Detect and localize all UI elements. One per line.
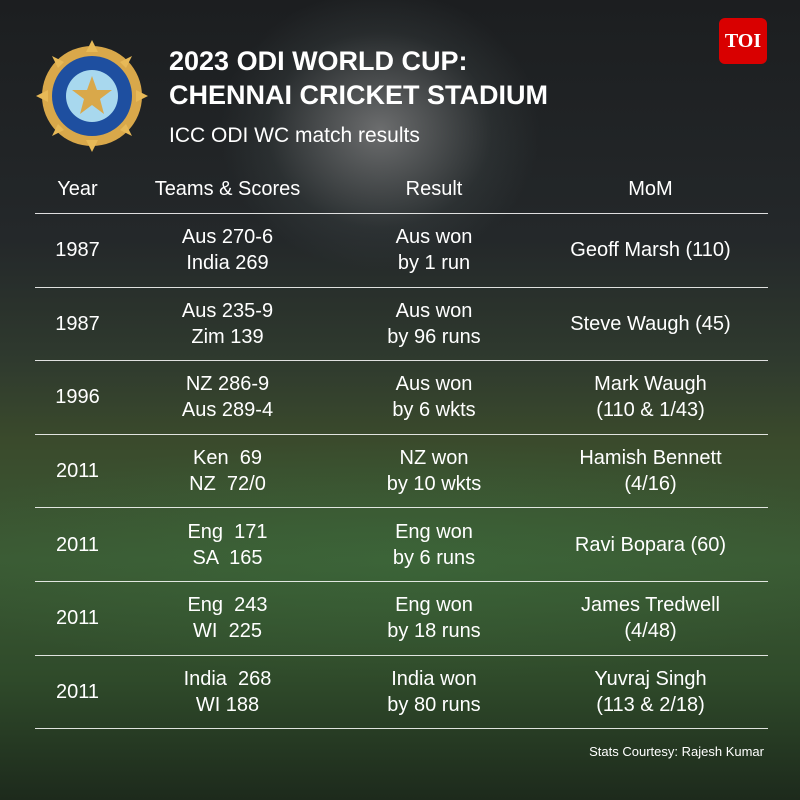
- header-year: Year: [57, 178, 98, 200]
- teams-cell-line: Ken 69: [193, 447, 262, 470]
- teams-cell-line: India 269: [186, 252, 269, 275]
- table-header: Year Teams & Scores Result MoM: [35, 176, 768, 214]
- result-cell: Aus won by 96 runs: [335, 298, 533, 350]
- teams-cell-line: NZ 286-9: [185, 373, 270, 396]
- teams-cell-line: WI 188: [195, 693, 260, 716]
- table-row: 1987 Aus 235-9 Zim 139 Aus won by 96 runs Ste…: [35, 288, 768, 362]
- mom-cell-line: Yuvraj Singh: [594, 667, 707, 690]
- mom-cell: Geoff Marsh (110): [533, 237, 768, 263]
- result-cell-line: by 6 runs: [392, 546, 476, 569]
- result-cell-line: Aus won: [395, 226, 473, 249]
- teams-cell: Ken 69 NZ 72/0: [120, 445, 335, 497]
- result-cell-line: Eng won: [395, 520, 473, 543]
- result-cell: Eng won by 6 runs: [335, 519, 533, 571]
- year-cell: 2011: [55, 607, 99, 630]
- header-mom: MoM: [628, 178, 673, 200]
- year-cell: 2011: [55, 460, 99, 483]
- result-cell-line: by 18 runs: [387, 620, 481, 643]
- table-row: 2011 Eng 243 WI 225 Eng won by 18 runs James …: [35, 582, 768, 656]
- year-cell: 1996: [55, 386, 100, 409]
- table-row: 1996 NZ 286-9 Aus 289-4 Aus won by 6 wkts Mar…: [35, 361, 768, 435]
- year-cell: 1987: [55, 312, 100, 335]
- result-cell-line: NZ won: [399, 447, 469, 470]
- mom-cell-line: (110 & 1/43): [596, 399, 705, 422]
- mom-cell-line: (113 & 2/18): [596, 693, 705, 716]
- subtitle: ICC ODI WC match results: [169, 124, 420, 147]
- teams-cell-line: Eng 171: [187, 520, 268, 543]
- teams-cell: Eng 171 SA 165: [120, 519, 335, 571]
- teams-cell-line: SA 165: [192, 546, 263, 569]
- result-cell-line: by 80 runs: [387, 693, 481, 716]
- table-row: 1987 Aus 270-6 India 269 Aus won by 1 run Geo…: [35, 214, 768, 288]
- mom-cell: Steve Waugh (45): [533, 311, 768, 337]
- result-cell-line: by 96 runs: [387, 325, 481, 348]
- result-cell: Aus won by 1 run: [335, 224, 533, 276]
- teams-cell-line: WI 225: [193, 620, 262, 643]
- table-row: 2011 India 268 WI 188 India won by 80 runs Yu…: [35, 656, 768, 730]
- mom-cell-line: Mark Waugh: [594, 373, 707, 396]
- result-cell: India won by 80 runs: [335, 666, 533, 718]
- title-line-2: CHENNAI CRICKET STADIUM: [169, 80, 548, 110]
- teams-cell: Eng 243 WI 225: [120, 592, 335, 644]
- teams-cell-line: Aus 270-6: [181, 226, 274, 249]
- year-cell: 2011: [55, 533, 99, 556]
- mom-cell: Hamish Bennett (4/16): [533, 445, 768, 497]
- result-cell: Aus won by 6 wkts: [335, 371, 533, 423]
- mom-cell-line: Steve Waugh (45): [570, 312, 731, 335]
- header-result: Result: [405, 178, 463, 200]
- teams-cell: Aus 235-9 Zim 139: [120, 298, 335, 350]
- mom-cell-line: Hamish Bennett: [579, 447, 722, 470]
- year-cell: 2011: [55, 680, 99, 703]
- page-title: 2023 ODI WORLD CUP: CHENNAI CRICKET STAD…: [169, 44, 548, 112]
- table-row: 2011 Eng 171 SA 165 Eng won by 6 runs Ravi Bo…: [35, 508, 768, 582]
- result-cell: Eng won by 18 runs: [335, 592, 533, 644]
- title-line-1: 2023 ODI WORLD CUP:: [169, 46, 468, 76]
- table-row: 2011 Ken 69 NZ 72/0 NZ won by 10 wkts Hamish …: [35, 435, 768, 509]
- teams-cell-line: Aus 289-4: [181, 399, 274, 422]
- mom-cell: Ravi Bopara (60): [533, 532, 768, 558]
- teams-cell: India 268 WI 188: [120, 666, 335, 718]
- result-cell-line: Eng won: [395, 594, 473, 617]
- header-teams: Teams & Scores: [154, 178, 301, 200]
- mom-cell-line: James Tredwell: [581, 594, 720, 617]
- mom-cell-line: Geoff Marsh (110): [570, 239, 731, 262]
- teams-cell-line: Zim 139: [191, 325, 264, 348]
- teams-cell-line: Aus 235-9: [181, 299, 274, 322]
- bcci-logo: [36, 40, 148, 152]
- year-cell: 1987: [55, 239, 100, 262]
- stats-credit: Stats Courtesy: Rajesh Kumar: [589, 744, 764, 759]
- mom-cell: Mark Waugh (110 & 1/43): [533, 371, 768, 423]
- toi-badge: TOI: [719, 18, 767, 64]
- result-cell-line: Aus won: [395, 373, 473, 396]
- mom-cell: James Tredwell (4/48): [533, 592, 768, 644]
- teams-cell-line: India 268: [183, 667, 272, 690]
- teams-cell: Aus 270-6 India 269: [120, 224, 335, 276]
- result-cell-line: Aus won: [395, 299, 473, 322]
- result-cell-line: by 10 wkts: [386, 473, 482, 496]
- mom-cell-line: Ravi Bopara (60): [574, 533, 727, 556]
- result-cell-line: India won: [391, 667, 477, 690]
- mom-cell-line: (4/48): [624, 620, 677, 643]
- result-cell-line: by 6 wkts: [392, 399, 476, 422]
- teams-cell: NZ 286-9 Aus 289-4: [120, 371, 335, 423]
- teams-cell-line: NZ 72/0: [189, 473, 266, 496]
- mom-cell: Yuvraj Singh (113 & 2/18): [533, 666, 768, 718]
- teams-cell-line: Eng 243: [187, 594, 268, 617]
- results-table: Year Teams & Scores Result MoM 1987 Aus 2…: [35, 176, 768, 730]
- mom-cell-line: (4/16): [624, 473, 677, 496]
- result-cell-line: by 1 run: [397, 252, 471, 275]
- result-cell: NZ won by 10 wkts: [335, 445, 533, 497]
